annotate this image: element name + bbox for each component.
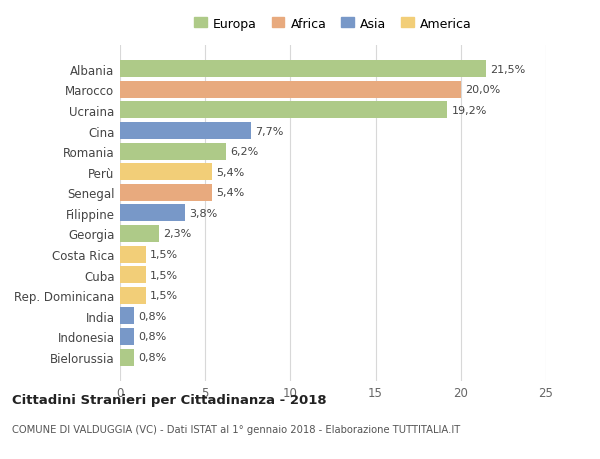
Text: 7,7%: 7,7% [256,126,284,136]
Text: 6,2%: 6,2% [230,147,258,157]
Text: 19,2%: 19,2% [451,106,487,116]
Bar [120,143,226,160]
Text: 1,5%: 1,5% [150,250,178,259]
Text: Cittadini Stranieri per Cittadinanza - 2018: Cittadini Stranieri per Cittadinanza - 2… [12,393,326,406]
Text: 2,3%: 2,3% [163,229,192,239]
Bar [120,61,487,78]
Text: COMUNE DI VALDUGGIA (VC) - Dati ISTAT al 1° gennaio 2018 - Elaborazione TUTTITAL: COMUNE DI VALDUGGIA (VC) - Dati ISTAT al… [12,424,460,434]
Bar [120,185,212,202]
Text: 20,0%: 20,0% [465,85,500,95]
Bar [120,225,159,242]
Bar [120,205,185,222]
Text: 0,8%: 0,8% [138,353,166,362]
Bar [120,164,212,181]
Text: 0,8%: 0,8% [138,332,166,342]
Text: 0,8%: 0,8% [138,311,166,321]
Text: 1,5%: 1,5% [150,291,178,301]
Bar [120,349,134,366]
Text: 3,8%: 3,8% [189,208,217,218]
Text: 21,5%: 21,5% [491,65,526,74]
Bar [120,308,134,325]
Bar [120,267,146,284]
Bar [120,102,447,119]
Bar [120,82,461,99]
Bar [120,246,146,263]
Text: 5,4%: 5,4% [216,168,245,177]
Bar [120,328,134,345]
Legend: Europa, Africa, Asia, America: Europa, Africa, Asia, America [191,15,475,33]
Bar [120,287,146,304]
Bar [120,123,251,140]
Text: 5,4%: 5,4% [216,188,245,198]
Text: 1,5%: 1,5% [150,270,178,280]
